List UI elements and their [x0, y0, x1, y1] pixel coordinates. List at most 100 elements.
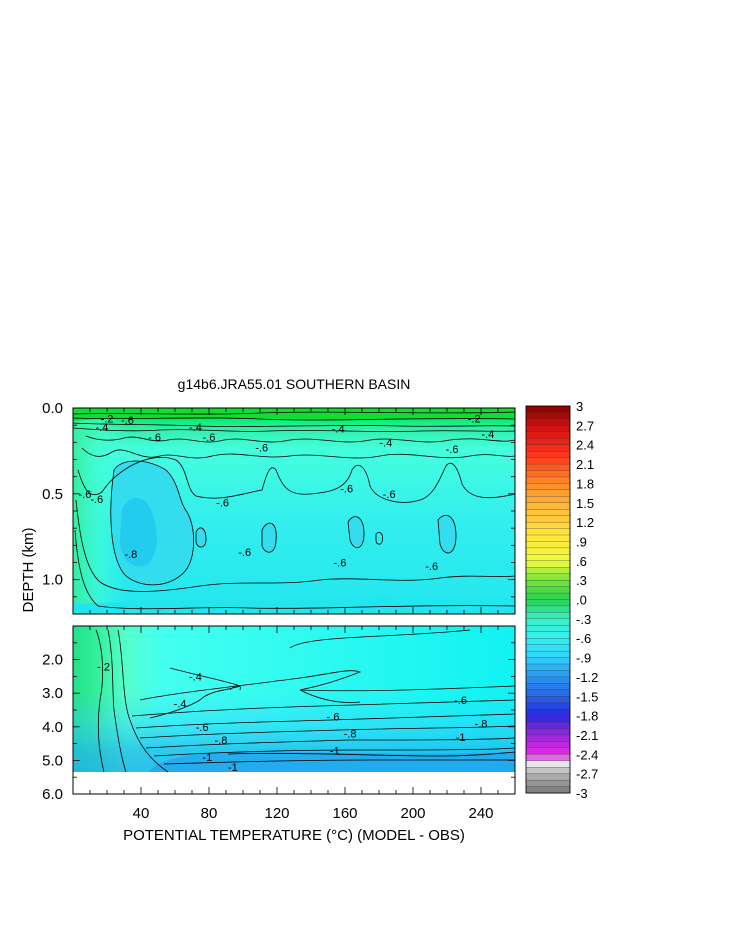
contour-label: -.4: [189, 422, 202, 434]
colorbar-label: -1.5: [576, 689, 598, 704]
colorbar-bin: [525, 489, 571, 497]
no-data-region: [73, 772, 515, 794]
contour-label: -.6: [238, 547, 251, 559]
colorbar-bin: [525, 592, 571, 600]
y-tick-label: 0.0: [42, 400, 63, 417]
contour-label: -.8: [214, 735, 227, 747]
y-axis-lower: 2.0 3.0 4.0 5.0 6.0: [42, 642, 515, 803]
colorbar-label: 2.1: [576, 457, 594, 472]
colorbar-bin: [525, 734, 571, 742]
colorbar-bin: [525, 450, 571, 459]
contour-label: -.6: [78, 489, 91, 501]
colorbar-label: -2.4: [576, 747, 598, 762]
colorbar-label: 2.7: [576, 418, 594, 433]
lower-contour-lines: [95, 629, 515, 773]
colorbar: [525, 405, 571, 794]
contour-label: -1: [202, 752, 212, 764]
contour-label: -.4: [332, 424, 345, 436]
contour-label: -.8: [124, 549, 137, 561]
contour-label: -1: [330, 745, 340, 757]
y-tick-label: 3.0: [42, 685, 63, 702]
colorbar-bin: [525, 644, 571, 652]
contour-label: -1: [228, 762, 238, 774]
contour-label: -.6: [446, 444, 459, 456]
colorbar-bin: [525, 773, 571, 781]
upper-panel: [73, 408, 515, 614]
colorbar-bin: [525, 541, 571, 549]
colorbar-bin: [525, 683, 571, 691]
contour-label: -.4: [95, 422, 108, 434]
x-tick-label: 240: [468, 805, 493, 822]
colorbar-label: -1.8: [576, 709, 598, 724]
colorbar-bin: [525, 496, 571, 504]
lower-panel-shade: [73, 626, 515, 772]
colorbar-frame: [525, 405, 571, 794]
y-tick-label: 6.0: [42, 786, 63, 803]
colorbar-bin: [525, 670, 571, 678]
colorbar-bin: [525, 573, 571, 581]
colorbar-bin: [525, 631, 571, 639]
colorbar-label: 1.8: [576, 476, 594, 491]
colorbar-label: -2.1: [576, 728, 598, 743]
x-axis: 40 80 120 160 200 240: [89, 408, 499, 822]
contour-label: -.6: [90, 494, 103, 506]
contour-label: -.2: [97, 661, 110, 673]
x-tick-label: 120: [264, 805, 289, 822]
contour-label: -.6: [454, 695, 467, 707]
colorbar-label: 1.2: [576, 515, 594, 530]
contour-label: -.8: [344, 729, 357, 741]
cold-patch-4: [196, 527, 206, 548]
colorbar-label: 1.5: [576, 496, 594, 511]
contour-label: -.6: [327, 712, 340, 724]
colorbar-bin: [525, 676, 571, 684]
contour-label: -.6: [255, 442, 268, 454]
y-tick-label: 4.0: [42, 719, 63, 736]
colorbar-label: -.9: [576, 651, 591, 666]
x-tick-label: 160: [332, 805, 357, 822]
x-tick-label: 80: [201, 805, 218, 822]
colorbar-bin: [525, 528, 571, 536]
colorbar-bin: [525, 476, 571, 484]
contour-label: -.6: [383, 489, 396, 501]
chart-title: g14b6.JRA55.01 SOUTHERN BASIN: [178, 376, 411, 392]
colorbar-bin: [525, 767, 571, 775]
colorbar-bin: [525, 709, 571, 717]
colorbar-bin: [525, 509, 571, 517]
colorbar-bin: [525, 412, 571, 420]
y-tick-label: 1.0: [42, 572, 63, 589]
colorbar-bin: [525, 696, 571, 704]
colorbar-bin: [525, 515, 571, 523]
contour-label: -.6: [425, 561, 438, 573]
colorbar-label: 3: [576, 399, 583, 414]
colorbar-bin: [525, 438, 571, 446]
colorbar-bin: [525, 747, 571, 755]
colorbar-bin: [525, 715, 571, 723]
colorbar-bin: [525, 689, 571, 697]
colorbar-bin: [525, 580, 571, 588]
colorbar-bin: [525, 483, 571, 491]
colorbar-label: .6: [576, 554, 587, 569]
colorbar-bin: [525, 728, 571, 736]
colorbar-bin: [525, 418, 571, 426]
deep-band-upper: [73, 597, 515, 614]
colorbar-bin: [525, 599, 571, 607]
upper-contour-lines: [73, 411, 515, 610]
colorbar-bin: [525, 470, 571, 478]
colorbar-bin: [525, 502, 571, 510]
colorbar-bin: [525, 618, 571, 626]
contour-labels: -.2-.4-.6-.4-.6 -.6-.4-.4-.4-.2-.6 -.6-.6-…: [78, 413, 494, 774]
contour-label: -.2: [468, 413, 481, 425]
colorbar-bin: [525, 560, 571, 568]
colorbar-bin: [525, 431, 571, 439]
colorbar-bin: [525, 612, 571, 620]
colorbar-labels: 3 2.7 2.4 2.1 1.8 1.5 1.2 .9 .6 .3 .0 -.3 -.6 -.9 -1.2…: [576, 399, 598, 801]
contour-label: -.2: [101, 413, 114, 425]
contour-label: -.6: [196, 722, 209, 734]
x-axis-label: POTENTIAL TEMPERATURE (°C) (MODEL - OBS): [123, 827, 465, 844]
contour-label: -.4: [481, 429, 494, 441]
y-tick-label: 2.0: [42, 652, 63, 669]
colorbar-label: -.6: [576, 631, 591, 646]
contour-label: -.4: [174, 698, 187, 710]
colorbar-label: .3: [576, 573, 587, 588]
